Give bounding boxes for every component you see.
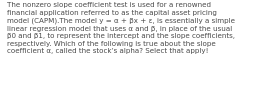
Text: The nonzero slope coefficient test is used for a renowned
financial application : The nonzero slope coefficient test is us… bbox=[7, 2, 235, 54]
